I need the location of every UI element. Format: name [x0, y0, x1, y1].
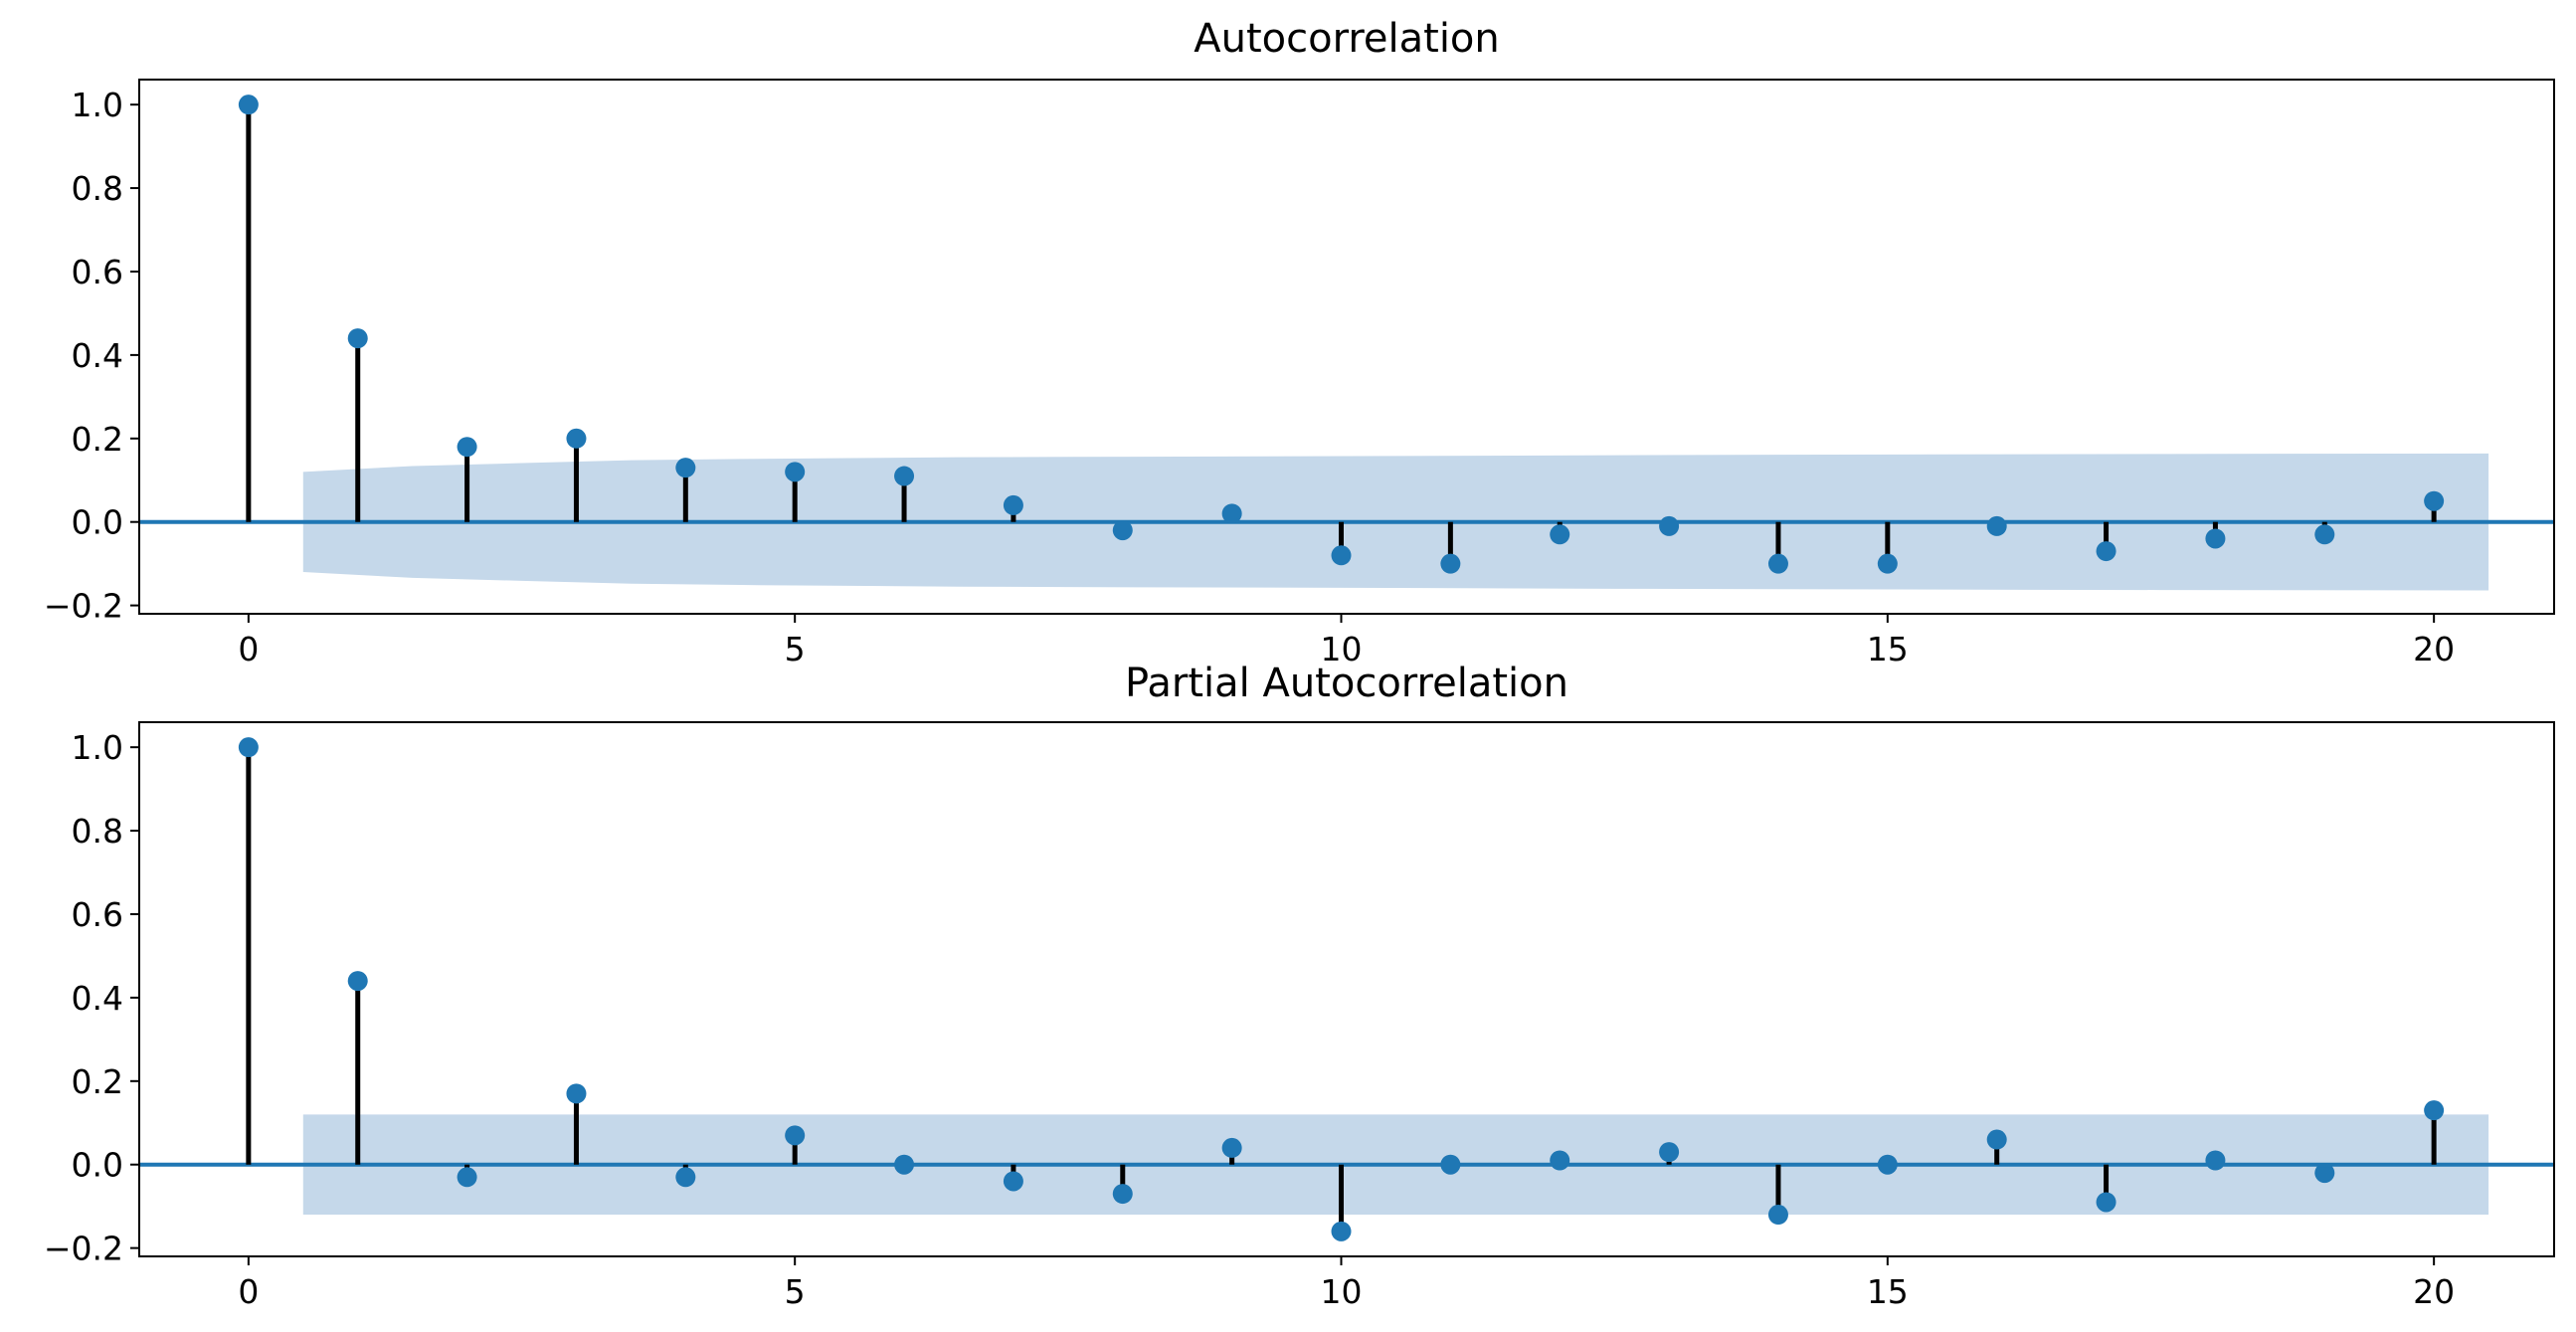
marker-lag-13	[1659, 515, 1680, 536]
marker-lag-8	[1112, 520, 1133, 541]
marker-lag-17	[2096, 541, 2116, 562]
y-tick-label: 0.8	[72, 812, 123, 851]
marker-lag-11	[1440, 553, 1461, 574]
plot-frame	[138, 721, 2555, 1257]
marker-lag-2	[457, 437, 477, 458]
x-tick-label: 10	[1321, 1272, 1363, 1311]
chart-title: Autocorrelation	[1194, 16, 1500, 62]
marker-lag-15	[1877, 1154, 1898, 1175]
marker-lag-1	[347, 328, 368, 349]
y-tick-label: 0.2	[72, 1062, 123, 1101]
x-tick-label: 10	[1321, 630, 1363, 668]
marker-lag-11	[1440, 1154, 1461, 1175]
marker-lag-20	[2424, 490, 2445, 511]
marker-lag-3	[566, 428, 587, 449]
y-tick-label: 0.4	[72, 979, 123, 1018]
marker-lag-10	[1331, 545, 1352, 566]
marker-lag-7	[1003, 494, 1023, 515]
marker-lag-2	[457, 1167, 477, 1188]
y-tick-label: 0.6	[72, 253, 123, 291]
marker-lag-18	[2205, 528, 2226, 549]
marker-lag-4	[675, 1167, 696, 1188]
marker-lag-5	[785, 1125, 806, 1146]
marker-lag-5	[785, 462, 806, 482]
x-tick-label: 5	[785, 1272, 806, 1311]
marker-lag-9	[1221, 503, 1242, 524]
marker-lag-0	[238, 737, 259, 758]
x-tick-label: 15	[1867, 1272, 1909, 1311]
marker-lag-14	[1767, 1205, 1788, 1226]
marker-lag-6	[894, 1154, 915, 1175]
marker-lag-3	[566, 1083, 587, 1104]
partial-autocorrelation-panel: Partial Autocorrelation 1.0 0.8 0.6 0.4 0.2 0.…	[44, 661, 2555, 1311]
y-tick-label: 0.0	[72, 503, 123, 542]
marker-lag-10	[1331, 1221, 1352, 1241]
marker-lag-1	[347, 971, 368, 992]
marker-lag-16	[1986, 1129, 2007, 1150]
chart-title: Partial Autocorrelation	[1125, 661, 1568, 706]
y-tick-label: 1.0	[72, 86, 123, 124]
y-tick-label: 0.4	[72, 336, 123, 375]
marker-lag-12	[1550, 524, 1570, 545]
autocorrelation-panel: Autocorrelation 1.0 0.8 0.6 0.4 0.2 0.0 −0.2 0 5 1…	[44, 16, 2555, 668]
marker-lag-6	[894, 466, 915, 486]
marker-lag-0	[238, 95, 259, 115]
marker-lag-17	[2096, 1192, 2116, 1213]
plot-frame	[138, 79, 2555, 615]
y-tick-label: −0.2	[44, 1230, 123, 1268]
y-tick-label: 0.8	[72, 169, 123, 208]
x-tick-label: 15	[1867, 630, 1909, 668]
marker-lag-7	[1003, 1171, 1023, 1192]
x-tick-label: 0	[238, 1272, 259, 1311]
marker-lag-15	[1877, 553, 1898, 574]
x-tick-label: 20	[2413, 630, 2455, 668]
marker-lag-20	[2424, 1100, 2445, 1121]
marker-lag-16	[1986, 515, 2007, 536]
marker-lag-9	[1221, 1137, 1242, 1158]
y-tick-label: 1.0	[72, 728, 123, 767]
x-tick-label: 0	[238, 630, 259, 668]
marker-lag-13	[1659, 1142, 1680, 1163]
y-tick-label: 0.2	[72, 420, 123, 459]
y-tick-label: 0.6	[72, 895, 123, 934]
y-tick-label: −0.2	[44, 587, 123, 626]
marker-lag-8	[1112, 1184, 1133, 1205]
marker-lag-12	[1550, 1150, 1570, 1171]
y-tick-label: 0.0	[72, 1146, 123, 1185]
marker-lag-19	[2314, 524, 2335, 545]
marker-lag-18	[2205, 1150, 2226, 1171]
marker-lag-19	[2314, 1163, 2335, 1184]
marker-lag-14	[1767, 553, 1788, 574]
x-tick-label: 20	[2413, 1272, 2455, 1311]
x-tick-label: 5	[785, 630, 806, 668]
marker-lag-4	[675, 458, 696, 478]
